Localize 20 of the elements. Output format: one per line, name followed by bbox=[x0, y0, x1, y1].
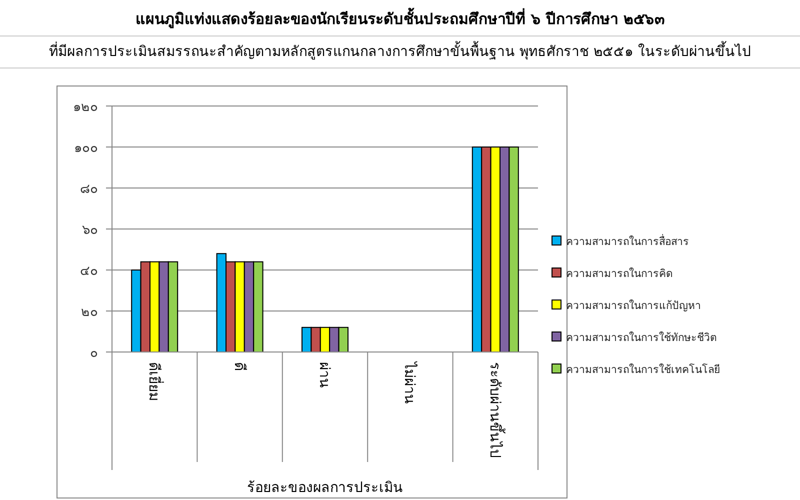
x-tick-label: ดีเยี่ยม bbox=[146, 362, 164, 401]
x-tick-label: ระดับผ่านขึ้นไป bbox=[486, 362, 506, 458]
x-tick-label: ผ่าน bbox=[316, 362, 332, 388]
y-tick-label: ๑๒๐ bbox=[73, 100, 98, 115]
y-tick-label: ๖๐ bbox=[82, 223, 98, 238]
chart-subtitle: ที่มีผลการประเมินสมรรถนะสำคัญตามหลักสูตรแกนกลางการศึกษาขั้นพื้นฐาน พุทธศักราช ๒๕๕๑ ในระดับผ่านขึ้นไป bbox=[48, 41, 752, 60]
y-tick-label: ๘๐ bbox=[80, 182, 98, 197]
chart-title: แผนภูมิแท่งแสดงร้อยละของนักเรียนระดับชั้นประถมศึกษาปีที่ ๖ ปีการศึกษา ๒๕๖๓ bbox=[136, 7, 664, 29]
y-tick-label: ๐ bbox=[90, 346, 98, 361]
legend-label: ความสามารถในการแก้ปัญหา bbox=[566, 299, 701, 312]
legend-label: ความสามารถในการสื่อสาร bbox=[566, 234, 689, 248]
y-tick-label: ๔๐ bbox=[80, 264, 98, 279]
y-tick-label: ๒๐ bbox=[81, 305, 98, 320]
x-axis-title: ร้อยละของผลการประเมิน bbox=[247, 480, 403, 496]
legend-label: ความสามารถในการคิด bbox=[566, 267, 673, 280]
legend-label: ความสามารถในการใช้ทักษะชีวิต bbox=[566, 331, 717, 344]
x-tick-label: ไม่ผ่าน bbox=[401, 361, 418, 404]
y-tick-label: ๑๐๐ bbox=[74, 141, 98, 156]
legend-label: ความสามารถในการใช้เทคโนโลยี bbox=[566, 363, 720, 376]
x-tick-label: ดี bbox=[230, 362, 247, 371]
